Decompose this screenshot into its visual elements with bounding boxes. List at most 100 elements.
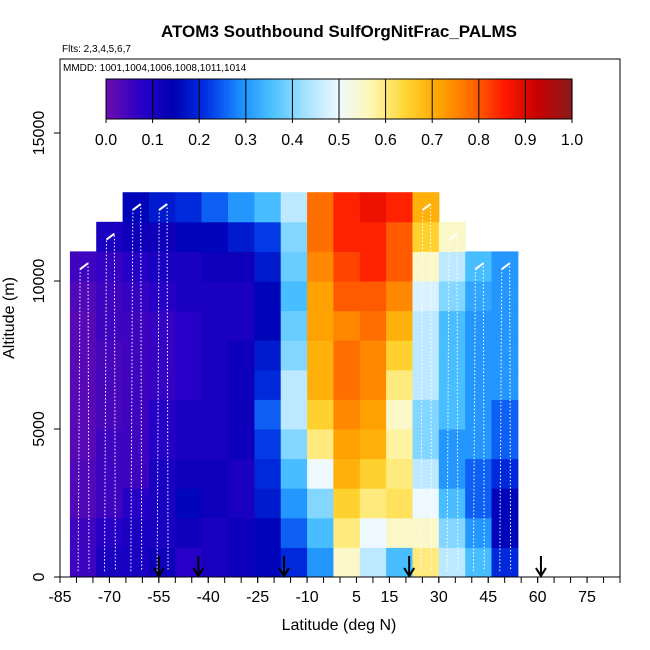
colorbar-segment (463, 79, 467, 119)
heatmap-cell (280, 399, 308, 430)
colorbar-segment (171, 79, 175, 119)
heatmap-cell (175, 517, 203, 548)
heatmap-cell (122, 281, 150, 312)
heatmap-cell (201, 488, 229, 519)
colorbar-segment (118, 79, 123, 119)
heatmap-cell (148, 251, 176, 282)
colorbar-segment (348, 79, 353, 119)
x-axis: -85 -70 -55 -40 -25 -10 5 15 30 45 60 75 (48, 577, 621, 606)
heatmap-cell (96, 369, 124, 400)
colorbar-segment (273, 79, 278, 119)
colorbar-segment (382, 79, 387, 119)
heatmap-cell (359, 399, 387, 430)
heatmap-cell (254, 429, 282, 460)
heatmap-cell (491, 369, 519, 400)
heatmap-cell (280, 340, 308, 371)
colorbar-segment (192, 79, 197, 119)
heatmap-cell (386, 281, 413, 312)
heatmap-cell (438, 281, 466, 312)
colorbar-segment (242, 79, 247, 119)
colorbar-segment (559, 79, 564, 119)
colorbar-segment (491, 79, 495, 119)
heatmap-cell (175, 488, 203, 519)
colorbar-segment (531, 79, 536, 119)
heatmap-cell (333, 547, 361, 578)
heatmap-cell (333, 251, 361, 282)
heatmap-cell (201, 281, 229, 312)
heatmap-cell (201, 251, 229, 282)
heatmap-cell (96, 517, 124, 548)
colorbar-tick-label: 0.9 (514, 132, 536, 149)
heatmap-cell (96, 251, 124, 282)
colorbar-segment (410, 79, 415, 119)
colorbar-segment (550, 79, 554, 119)
colorbar-segment (540, 79, 545, 119)
flight-profile-line (77, 262, 90, 572)
heatmap-cell (386, 310, 413, 341)
heatmap-cell (201, 429, 229, 460)
heatmap-cell (280, 488, 308, 519)
heatmap-cell (333, 369, 361, 400)
heatmap-cell (122, 310, 150, 341)
heatmap-cell (333, 517, 361, 548)
colorbar-segment (481, 79, 486, 119)
heatmap-cell (438, 340, 466, 371)
flight-marker-arrowhead (152, 567, 165, 578)
heatmap-cell (148, 340, 176, 371)
heatmap-cell (254, 340, 282, 371)
colorbar-segment (140, 79, 144, 119)
flight-markers (152, 556, 547, 578)
colorbar-segment (419, 79, 424, 119)
colorbar-segment (460, 79, 464, 119)
heatmap-cell (175, 251, 203, 282)
colorbar-segment (196, 79, 200, 119)
heatmap-cell (307, 429, 334, 460)
x-tick-label: 75 (578, 589, 596, 606)
colorbar-segment (326, 79, 331, 119)
colorbar-segment (363, 79, 368, 119)
x-tick-label: -55 (147, 589, 170, 606)
heatmap-cell (228, 369, 255, 400)
heatmap-cell (175, 429, 203, 460)
heatmap-cell (254, 221, 282, 252)
colorbar-segment (301, 79, 306, 119)
heatmap-cell (333, 192, 361, 223)
heatmap-cell (412, 488, 440, 519)
colorbar-segment (475, 79, 480, 119)
heatmap-cell (96, 458, 124, 489)
colorbar-segment (544, 79, 548, 119)
plot-area (59, 0, 621, 578)
colorbar-segment (354, 79, 359, 119)
colorbar-segment (553, 79, 558, 119)
mmdd-annotation: MMDD: 1001,1004,1006,1008,1011,1014 (63, 63, 247, 74)
heatmap-cell (175, 340, 203, 371)
heatmap-cell (69, 488, 97, 519)
colorbar-segment (230, 79, 234, 119)
heatmap-cell (228, 221, 255, 252)
colorbar-segment (109, 79, 113, 119)
heatmap-cell (465, 547, 493, 578)
heatmap-cell (307, 340, 334, 371)
heatmap-cell (254, 488, 282, 519)
colorbar-segment (497, 79, 502, 119)
flight-profile-top (501, 262, 511, 270)
colorbar-segment (320, 79, 325, 119)
heatmap-cell (228, 399, 255, 430)
heatmap-cell (122, 221, 150, 252)
heatmap-cell (254, 517, 282, 548)
heatmap-cell (307, 517, 334, 548)
colorbar-segment (370, 79, 374, 119)
heatmap-cell (333, 458, 361, 489)
flight-profile-line (499, 262, 512, 572)
heatmap-cell (201, 192, 229, 223)
heatmap-cell (359, 192, 387, 223)
colorbar-segment (264, 79, 269, 119)
colorbar-segment (311, 79, 315, 119)
colorbar-segment (112, 79, 116, 119)
heatmap-cell (280, 458, 308, 489)
heatmap-cell (228, 458, 255, 489)
heatmap-cell (386, 517, 413, 548)
heatmap-cell (307, 399, 334, 430)
heatmap-cell (254, 547, 282, 578)
colorbar-segment (267, 79, 272, 119)
